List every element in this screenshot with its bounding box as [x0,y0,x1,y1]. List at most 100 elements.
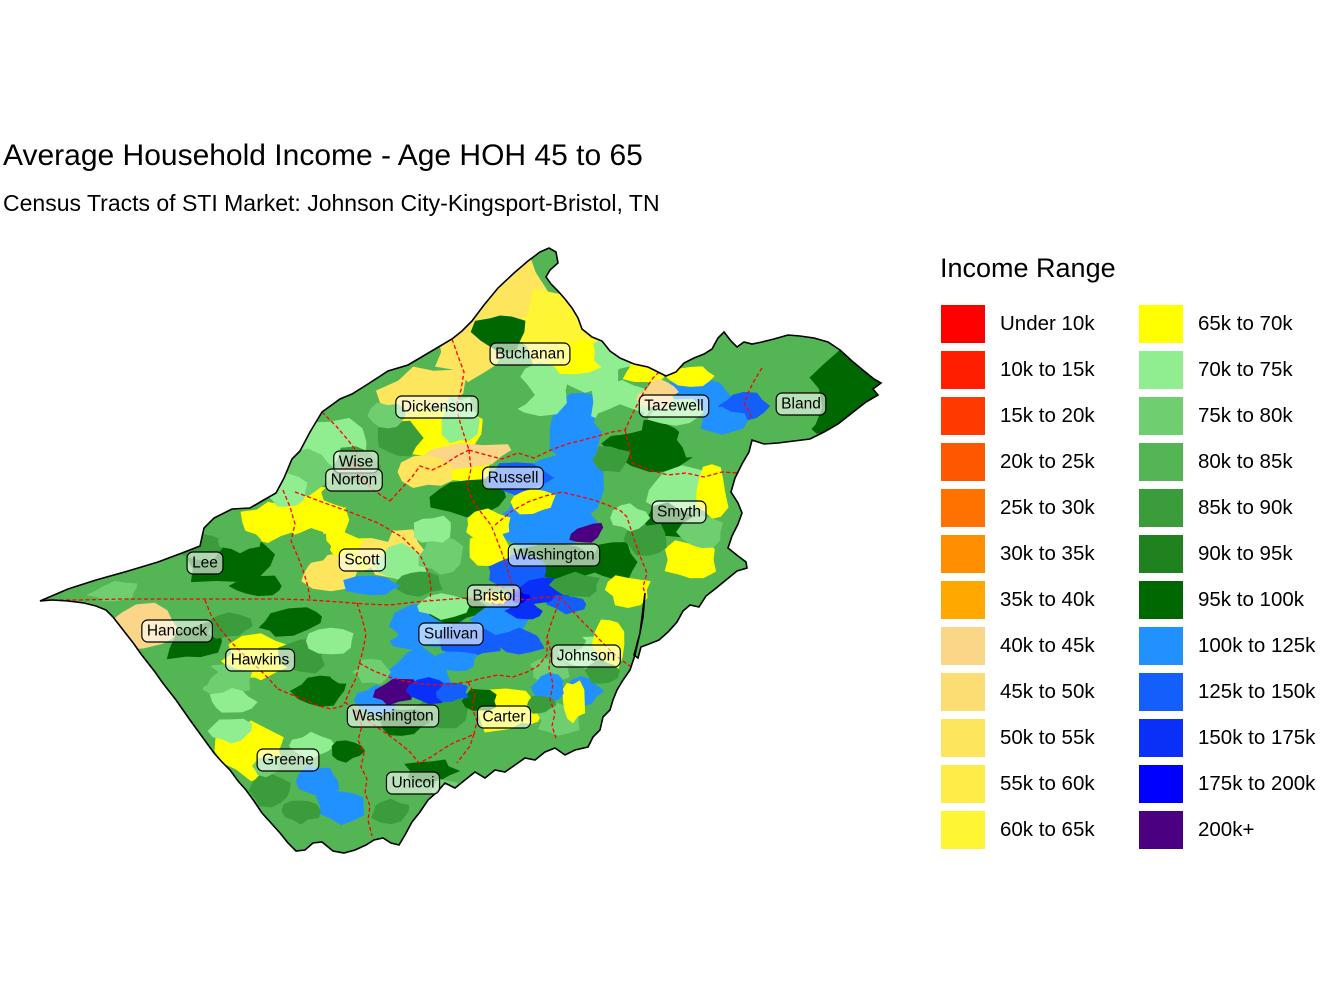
legend-item: 10k to 15k [941,347,1095,393]
census-tract [530,672,564,703]
county-label-text: Lee [192,555,218,572]
census-tract [86,580,138,602]
county-label-box [256,748,320,772]
county-label-text: Sullivan [424,626,478,643]
county-border [282,489,311,601]
county-label-box [346,704,440,728]
legend-swatch [941,719,985,757]
census-tract [494,722,547,758]
legend-swatch [941,489,985,527]
legend-label: 200k+ [1198,818,1255,841]
county-label-text: Johnson [557,648,616,665]
census-tract [248,773,291,808]
county-label-text: Hancock [147,623,208,640]
legend-label: 25k to 30k [1000,496,1095,519]
county-label-box [225,648,296,672]
census-tract [397,454,453,488]
legend-item: 50k to 55k [941,715,1095,761]
legend-label: 20k to 25k [1000,450,1095,473]
county-border [40,596,631,667]
legend-item: 20k to 25k [941,439,1095,485]
county-label: Buchanan [489,342,571,366]
census-tract [207,718,253,744]
census-tract [217,528,262,554]
county-label: Dickenson [395,395,479,419]
census-tract [207,612,253,639]
legend-item: 100k to 125k [1139,623,1315,669]
county-label: Washington [507,543,601,567]
legend-swatch [941,535,985,573]
county-border [468,371,660,460]
legend-item: 125k to 150k [1139,669,1315,715]
census-tract [562,680,586,724]
county-border [389,449,470,502]
legend-label: 100k to 125k [1198,634,1316,657]
legend-swatch [941,811,985,849]
census-tract [491,627,545,655]
legend-label: 45k to 50k [1000,680,1095,703]
legend-swatch [941,581,985,619]
county-label: Carter [476,705,532,729]
tract-layer [40,248,881,853]
county-border [356,711,475,764]
census-tract [295,765,339,797]
census-tract [664,540,717,579]
county-label-box [385,771,441,795]
census-tract [569,522,604,543]
county-label-box [338,548,386,572]
census-tract [510,488,556,515]
county-label-text: Russell [488,470,539,487]
county-border [467,681,478,735]
census-tract [548,571,601,597]
census-tract [466,508,511,539]
census-tract [306,627,354,655]
census-tract [258,607,322,637]
legend-swatch [1139,765,1183,803]
legend-label: 125k to 150k [1198,680,1316,703]
legend-item: 85k to 90k [1139,485,1315,531]
county-label: Hancock [141,619,213,643]
county-border [546,596,561,739]
legend-swatch [1139,305,1183,343]
legend-item: 200k+ [1139,807,1315,853]
census-tract [435,682,469,702]
census-tract [175,658,219,689]
legend-swatch [1139,397,1183,435]
legend-swatch [1139,351,1183,389]
county-label: Greene [256,748,320,772]
county-label-text: Washington [513,547,594,564]
county-label-text: Hawkins [231,652,290,669]
census-tract [372,679,417,706]
legend-item: 75k to 80k [1139,393,1315,439]
county-label: Unicoi [385,771,441,795]
county-label-text: Wise [339,454,373,471]
legend-item: 30k to 35k [941,531,1095,577]
legend-label: 10k to 15k [1000,358,1095,381]
legend-swatch [941,673,985,711]
legend-swatch [941,627,985,665]
county-label-box [186,551,224,575]
census-tract [700,406,748,435]
legend-swatch [941,443,985,481]
county-border [277,688,346,710]
legend-item: 35k to 40k [941,577,1095,623]
census-tract [418,535,464,575]
legend-item: 25k to 30k [941,485,1095,531]
census-tract [592,446,631,472]
census-tract [545,595,587,615]
census-tract [476,372,535,412]
legend-item: Under 10k [941,301,1095,347]
legend-label: 80k to 85k [1198,450,1293,473]
county-label-text: Buchanan [495,346,565,363]
region-outline [39,247,883,854]
legend-swatch [1139,581,1183,619]
county-label: Tazewell [638,394,710,418]
legend-column-left: Under 10k 10k to 15k 15k to 20k 20k to 25k 2… [941,301,1095,853]
county-label: Russell [481,466,545,490]
county-label: Lee [186,551,224,575]
legend-item: 95k to 100k [1139,577,1315,623]
legend-swatch [941,351,985,389]
county-label-text: Tazewell [644,398,703,415]
census-tract [413,515,451,543]
legend-item: 80k to 85k [1139,439,1315,485]
